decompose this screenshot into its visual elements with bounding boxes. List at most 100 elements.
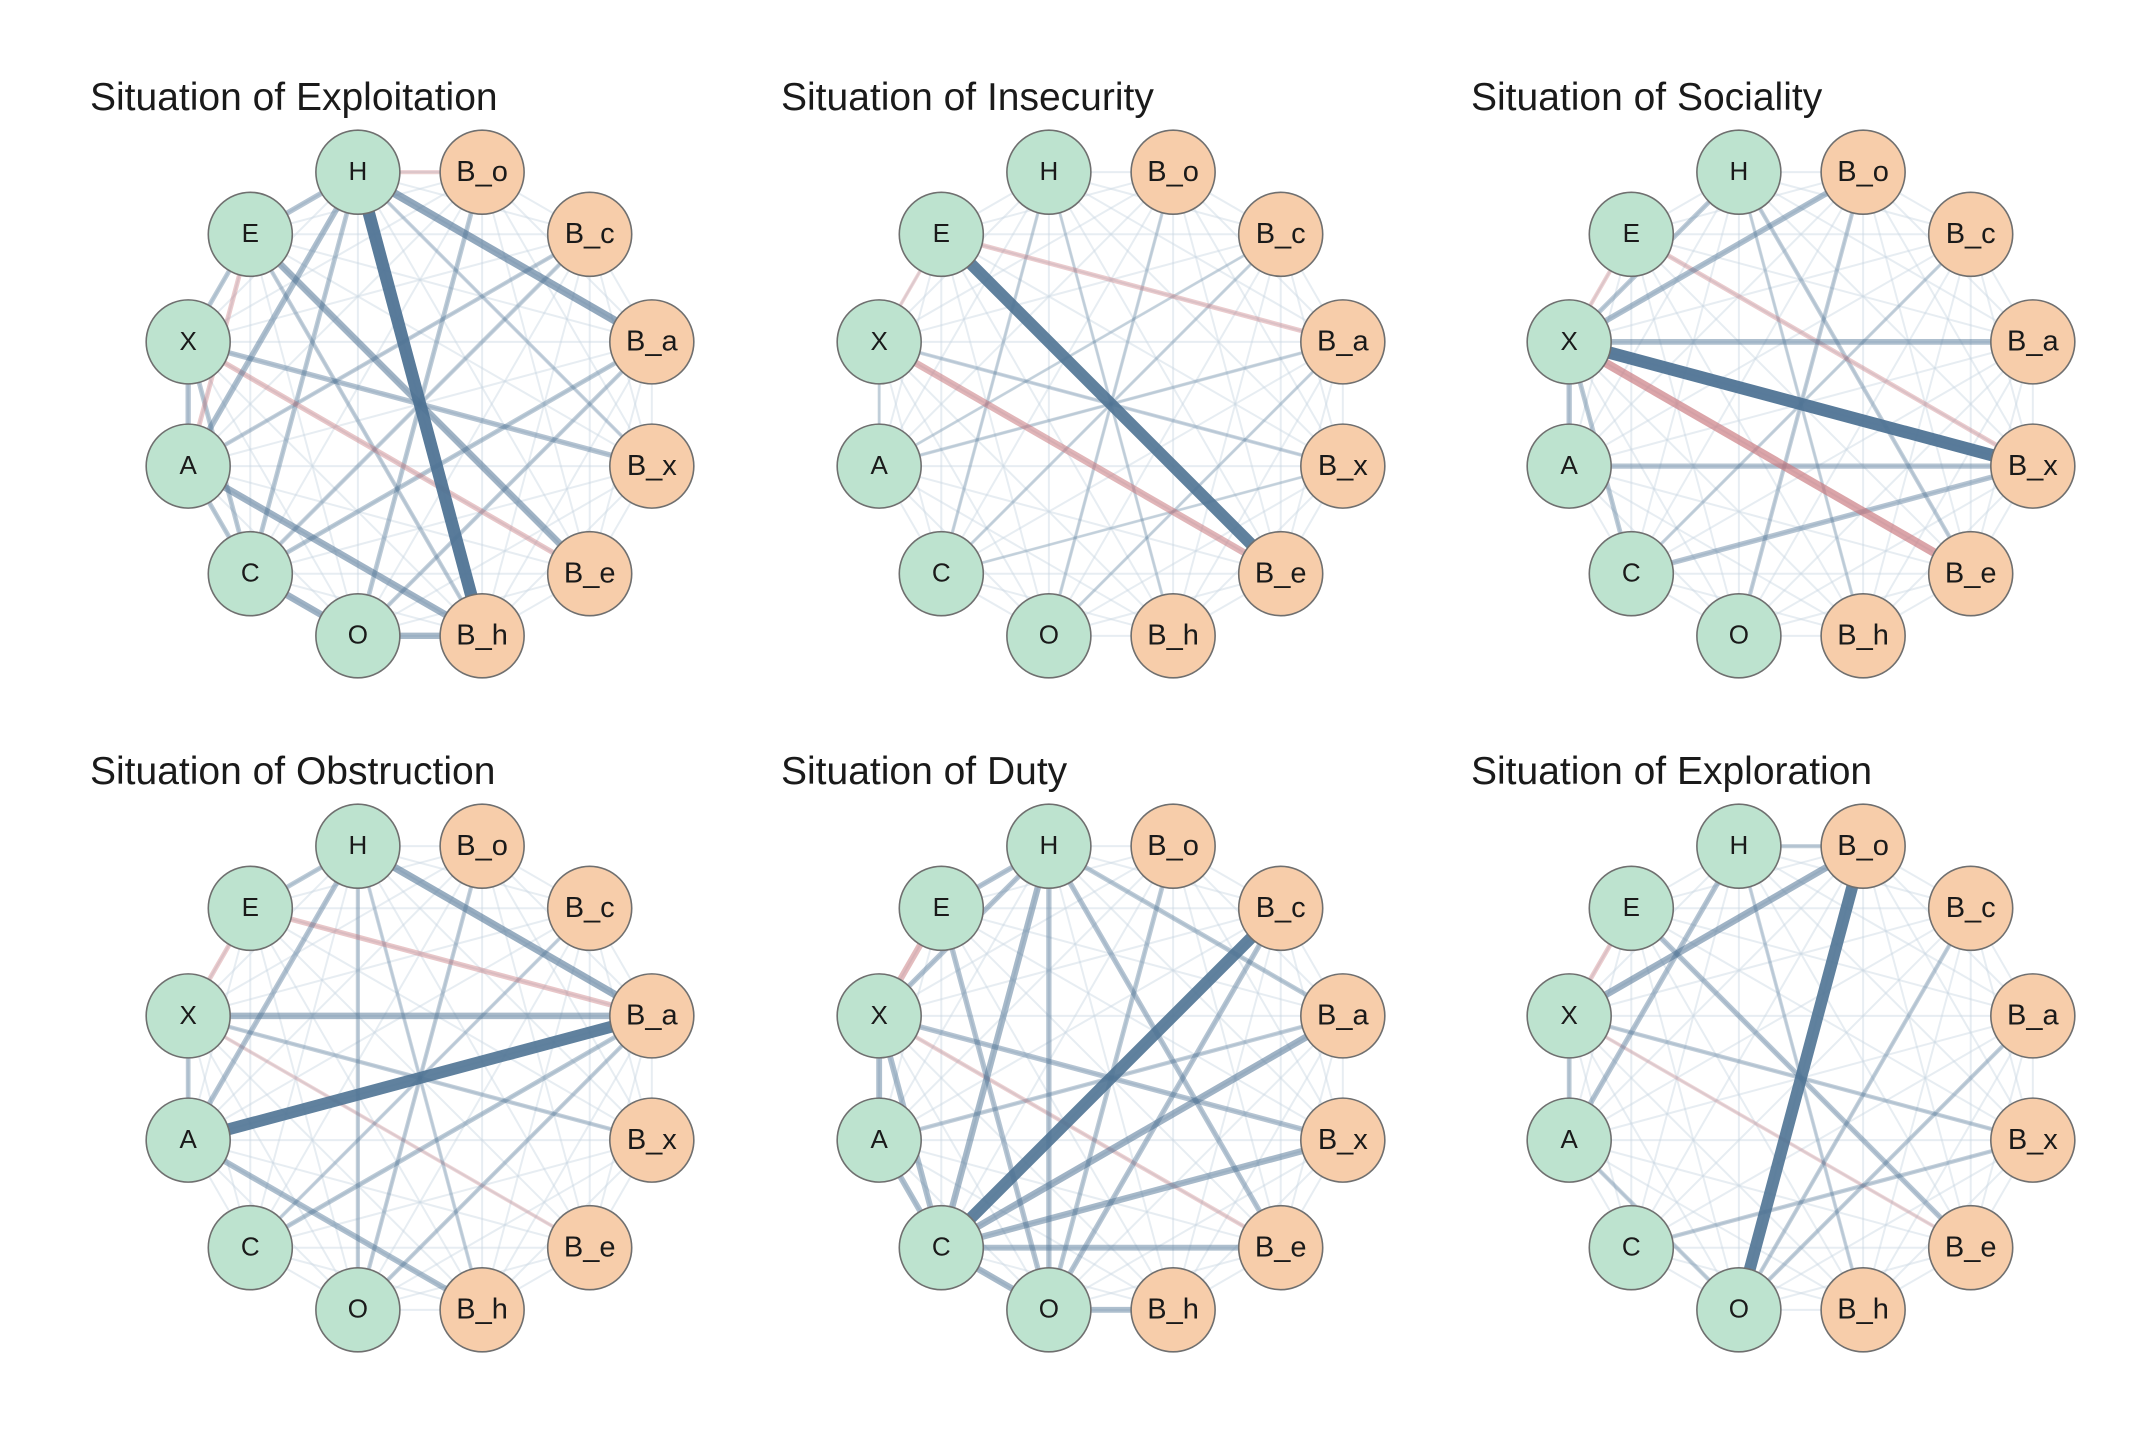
- faint-edge: [1630, 907, 1864, 1311]
- node-label: B_e: [1255, 557, 1307, 589]
- node-circle: [439, 1267, 525, 1353]
- node-circle: [1588, 865, 1675, 952]
- positive-edge: [940, 464, 1344, 576]
- negative-edge: [249, 905, 653, 1019]
- node-label: B_c: [1946, 892, 1996, 924]
- positive-edge: [1737, 1014, 2035, 1312]
- positive-edge: [248, 171, 361, 575]
- node-circle: [1696, 803, 1782, 889]
- node-circle: [836, 1097, 922, 1183]
- faint-edge: [249, 233, 483, 637]
- faint-edge: [187, 1015, 483, 1311]
- node-label: B_h: [1147, 1293, 1199, 1325]
- faint-edge: [940, 171, 1174, 575]
- faint-edge: [1048, 171, 1344, 467]
- node-h: H: [1006, 803, 1092, 889]
- faint-edge: [1568, 845, 1864, 1141]
- node-e: E: [207, 191, 294, 278]
- faint-edge: [1568, 1015, 1972, 1249]
- node-label: A: [180, 1124, 198, 1154]
- faint-edge: [357, 171, 591, 575]
- node-h: H: [1696, 129, 1782, 215]
- node-circle: [1696, 593, 1782, 679]
- faint-edge: [357, 845, 591, 1249]
- faint-edge: [1738, 1015, 2034, 1311]
- faint-edge: [1738, 465, 2034, 637]
- faint-edge: [481, 171, 591, 574]
- negative-edge: [1568, 1014, 1972, 1250]
- faint-edge: [357, 171, 653, 467]
- faint-edge: [940, 171, 1050, 574]
- node-b-x: B_x: [1990, 423, 2076, 509]
- node-b-e: B_e: [546, 1204, 633, 1291]
- faint-edge: [187, 341, 591, 575]
- node-circle: [609, 973, 695, 1059]
- negative-edge: [1630, 232, 2035, 469]
- faint-edge: [1738, 171, 2034, 467]
- positive-edge: [1567, 335, 2035, 473]
- node-b-o: B_o: [1130, 129, 1216, 215]
- node-b-c: B_c: [1927, 191, 2014, 278]
- background-edges: [1568, 171, 2034, 637]
- faint-edge: [940, 908, 1050, 1311]
- node-a: A: [836, 423, 922, 509]
- node-b-x: B_x: [609, 1097, 695, 1183]
- node-b-o: B_o: [439, 803, 525, 889]
- faint-edge: [481, 845, 653, 1141]
- faint-edge: [1568, 845, 1740, 1141]
- node-circle: [1820, 1267, 1906, 1353]
- node-x: X: [145, 299, 231, 385]
- positive-edge: [937, 230, 1285, 578]
- faint-edge: [878, 845, 1174, 1141]
- node-label: O: [1039, 620, 1059, 650]
- node-circle: [1990, 299, 2076, 385]
- node-circle: [1130, 803, 1216, 889]
- positive-edge: [938, 907, 1052, 1311]
- node-circle: [546, 530, 633, 617]
- node-o: O: [1006, 1267, 1092, 1353]
- node-circle: [609, 1097, 695, 1183]
- faint-edge: [1048, 845, 1344, 1017]
- node-circle: [1130, 593, 1216, 679]
- faint-edge: [1862, 845, 2034, 1141]
- nodes: H B_o B_c B_a B_x B_e B_h O C A X E: [1526, 803, 2076, 1353]
- node-label: B_x: [627, 1124, 677, 1156]
- negative-edge: [186, 339, 592, 577]
- node-circle: [1820, 593, 1906, 679]
- faint-edge: [878, 171, 1174, 343]
- node-label: B_e: [1945, 557, 1997, 589]
- node-circle: [1990, 423, 2076, 509]
- node-label: B_o: [1147, 830, 1199, 862]
- network-graph: H B_o B_c B_a B_x B_e B_h O C A X E: [145, 803, 695, 1353]
- faint-edge: [1172, 845, 1344, 1141]
- faint-edge: [878, 233, 1281, 343]
- node-c: C: [207, 1204, 294, 1291]
- node-label: H: [1729, 156, 1748, 186]
- faint-edge: [1630, 171, 1864, 575]
- faint-edge: [1568, 171, 1864, 467]
- node-c: C: [1588, 1204, 1675, 1291]
- faint-edge: [878, 907, 1282, 1141]
- positive-edge: [1737, 171, 1973, 575]
- node-h: H: [315, 803, 401, 889]
- node-circle: [1237, 865, 1324, 952]
- faint-edge: [1568, 907, 1972, 1141]
- node-h: H: [1006, 129, 1092, 215]
- faint-edge: [1172, 341, 1344, 637]
- node-circle: [1006, 803, 1092, 889]
- node-label: B_x: [627, 450, 677, 482]
- faint-edge: [1568, 907, 1971, 1017]
- node-circle: [1927, 191, 2014, 278]
- node-label: B_x: [2008, 1124, 2058, 1156]
- faint-edge: [1048, 171, 1282, 575]
- faint-edge: [357, 845, 653, 1141]
- node-c: C: [898, 1204, 985, 1291]
- node-label: X: [871, 1000, 888, 1030]
- positive-edge: [940, 1137, 1344, 1251]
- node-b-o: B_o: [1820, 803, 1906, 889]
- node-b-x: B_x: [1300, 423, 1386, 509]
- positive-edge: [878, 233, 1282, 468]
- positive-edge: [1737, 907, 1973, 1311]
- panel-title: Situation of Exploitation: [90, 76, 498, 119]
- node-b-h: B_h: [1130, 1267, 1216, 1353]
